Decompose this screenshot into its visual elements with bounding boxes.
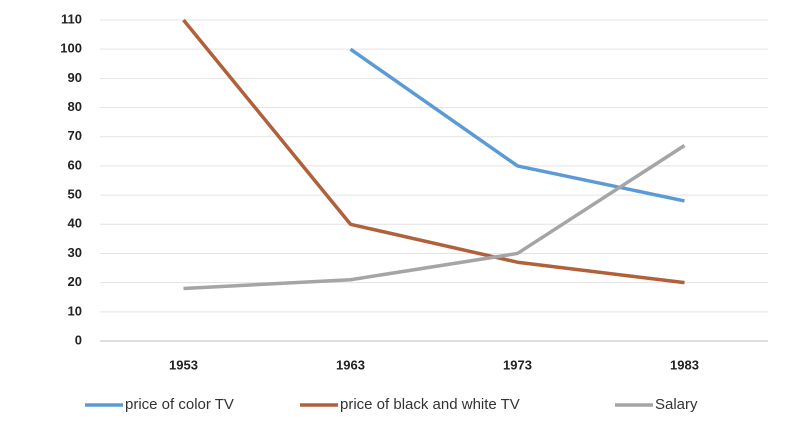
- y-tick-label: 40: [68, 216, 82, 231]
- series-line: [349, 47, 685, 203]
- y-tick-label: 10: [68, 303, 82, 318]
- x-tick-label: 1983: [670, 357, 699, 372]
- legend-label: Salary: [655, 396, 698, 413]
- y-tick-label: 70: [68, 128, 82, 143]
- x-tick-label: 1963: [336, 357, 365, 372]
- y-tick-label: 20: [68, 274, 82, 289]
- y-tick-label: 50: [68, 187, 82, 202]
- legend-label: price of black and white TV: [340, 396, 520, 413]
- y-tick-label: 110: [61, 11, 82, 26]
- series-line: [183, 144, 686, 291]
- x-tick-label: 1973: [503, 357, 532, 372]
- y-tick-label: 100: [60, 41, 82, 56]
- x-tick-label: 1953: [169, 357, 198, 372]
- y-tick-label: 90: [68, 70, 82, 85]
- y-tick-label: 80: [68, 99, 82, 114]
- y-tick-label: 60: [68, 157, 82, 172]
- y-tick-label: 0: [75, 332, 82, 347]
- legend-label: price of color TV: [125, 396, 234, 413]
- y-tick-label: 30: [68, 245, 82, 260]
- series-line: [182, 18, 685, 285]
